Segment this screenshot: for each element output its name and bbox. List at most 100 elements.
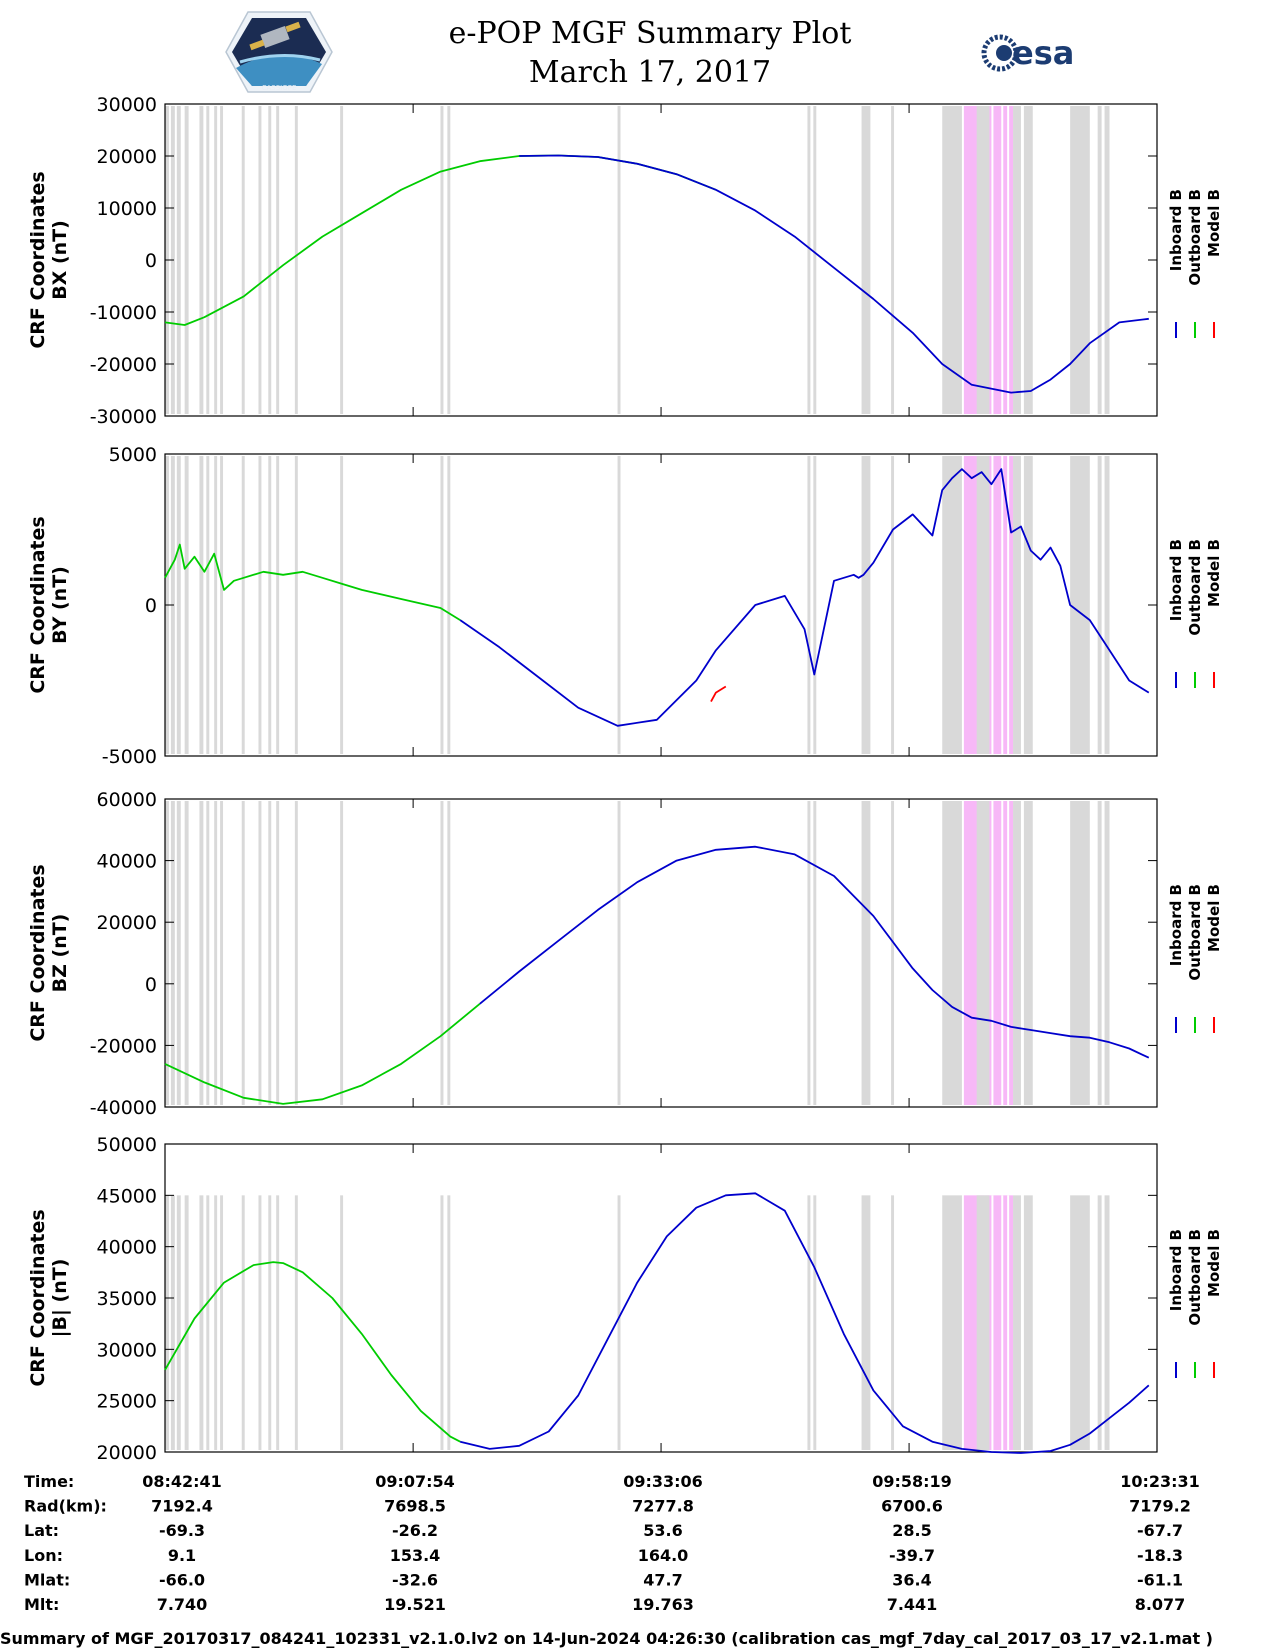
gap-band [447, 801, 451, 1105]
gap-band [942, 1195, 962, 1450]
gap-band [199, 456, 204, 754]
y-tick-label: 20000 [97, 146, 157, 168]
series-inboard-b [459, 1192, 1150, 1454]
gap-band [1104, 106, 1110, 414]
gap-band [617, 801, 621, 1105]
gap-band [447, 456, 451, 754]
gap-band [276, 106, 280, 414]
y-axis-title-line2: |B| (nT) [49, 1259, 71, 1338]
gap-band [891, 1195, 895, 1450]
gap-band [276, 456, 280, 754]
y-axis-title-line1: CRF Coordinates [27, 516, 49, 693]
info-cell: 09:07:54 [375, 1472, 455, 1491]
gap-band [807, 456, 811, 754]
y-axis-title-line2: BY (nT) [49, 566, 71, 644]
y-tick-label: 0 [145, 250, 157, 272]
gap-band [340, 106, 344, 414]
gap-band [1104, 1195, 1110, 1450]
info-row-label: Lat: [24, 1521, 59, 1540]
legend-label: Outboard B [1186, 884, 1204, 981]
gap-band [861, 456, 871, 754]
gap-band [294, 106, 298, 414]
esa-logo-icon [981, 34, 1019, 72]
series-outboard-b [164, 1261, 461, 1443]
highlight-stripe [1007, 106, 1010, 414]
info-cell: 7.740 [157, 1595, 208, 1614]
gap-band [1070, 456, 1090, 754]
cassiope-logo-text: CASSIOPE [262, 84, 297, 92]
gap-band [440, 801, 444, 1105]
gap-band [165, 1195, 169, 1450]
y-tick-label: 30000 [97, 1339, 157, 1361]
gap-band [276, 801, 280, 1105]
gap-band [447, 106, 451, 414]
gap-band [1097, 1195, 1102, 1450]
info-row-label: Rad(km): [24, 1497, 107, 1516]
y-tick-label: 35000 [97, 1288, 157, 1310]
info-cell: -67.7 [1137, 1521, 1183, 1540]
gap-band [1013, 801, 1021, 1105]
y-tick-label: 45000 [97, 1185, 157, 1207]
gap-band [1070, 801, 1090, 1105]
gap-band [1070, 106, 1090, 414]
gap-band [976, 1195, 990, 1450]
gap-band [241, 801, 245, 1105]
highlight-stripe [991, 801, 994, 1105]
highlight-stripe [1007, 1195, 1010, 1450]
gap-band [1097, 106, 1102, 414]
gap-band [268, 1195, 272, 1450]
y-tick-label: 20000 [97, 912, 157, 934]
gap-band [1097, 801, 1102, 1105]
gap-band [1023, 801, 1033, 1105]
info-cell: 19.521 [384, 1595, 446, 1614]
gap-band [976, 456, 990, 754]
gap-band [176, 106, 181, 414]
y-axis-title-line2: BX (nT) [49, 220, 71, 300]
esa-logo: esa [981, 34, 1074, 72]
gap-band [241, 456, 245, 754]
gap-band [206, 106, 210, 414]
gap-band [276, 1195, 280, 1450]
gap-band [165, 801, 169, 1105]
gap-band [220, 456, 224, 754]
gap-band [617, 106, 621, 414]
gap-band [813, 801, 817, 1105]
y-axis-title-line1: CRF Coordinates [27, 864, 49, 1041]
info-cell: -69.3 [159, 1521, 205, 1540]
y-tick-label: 0 [145, 595, 157, 617]
gap-band [976, 801, 990, 1105]
figure-title: e-POP MGF Summary Plot [449, 16, 852, 51]
info-row-label: Mlat: [24, 1570, 70, 1589]
legend-label: Outboard B [1186, 539, 1204, 636]
gap-band [1023, 456, 1033, 754]
gap-band [206, 1195, 210, 1450]
highlight-stripe [991, 1195, 994, 1450]
y-tick-label: 20000 [97, 1442, 157, 1464]
y-tick-label: -20000 [90, 354, 157, 376]
legend-label: Outboard B [1186, 189, 1204, 286]
gap-band [184, 1195, 189, 1450]
gap-band [220, 1195, 224, 1450]
info-cell: 10:23:31 [1120, 1472, 1200, 1491]
gap-band [258, 456, 262, 754]
highlight-stripe [991, 456, 994, 754]
gap-band [220, 801, 224, 1105]
gap-band [440, 106, 444, 414]
gap-band [294, 456, 298, 754]
gap-band [942, 456, 962, 754]
y-tick-label: 5000 [109, 444, 157, 466]
gap-band [891, 801, 895, 1105]
series-outboard-b [164, 1003, 481, 1105]
gap-band [1013, 456, 1021, 754]
info-cell: -61.1 [1137, 1570, 1183, 1589]
gap-band [258, 1195, 262, 1450]
y-tick-label: -5000 [102, 746, 157, 768]
info-cell: 7192.4 [151, 1497, 213, 1516]
series-inboard-b [459, 468, 1150, 727]
legend-label: Inboard B [1167, 189, 1185, 271]
gap-band [1013, 1195, 1021, 1450]
series-inboard-b [519, 154, 1149, 394]
gap-band [220, 106, 224, 414]
gap-band [268, 801, 272, 1105]
gap-band [813, 456, 817, 754]
